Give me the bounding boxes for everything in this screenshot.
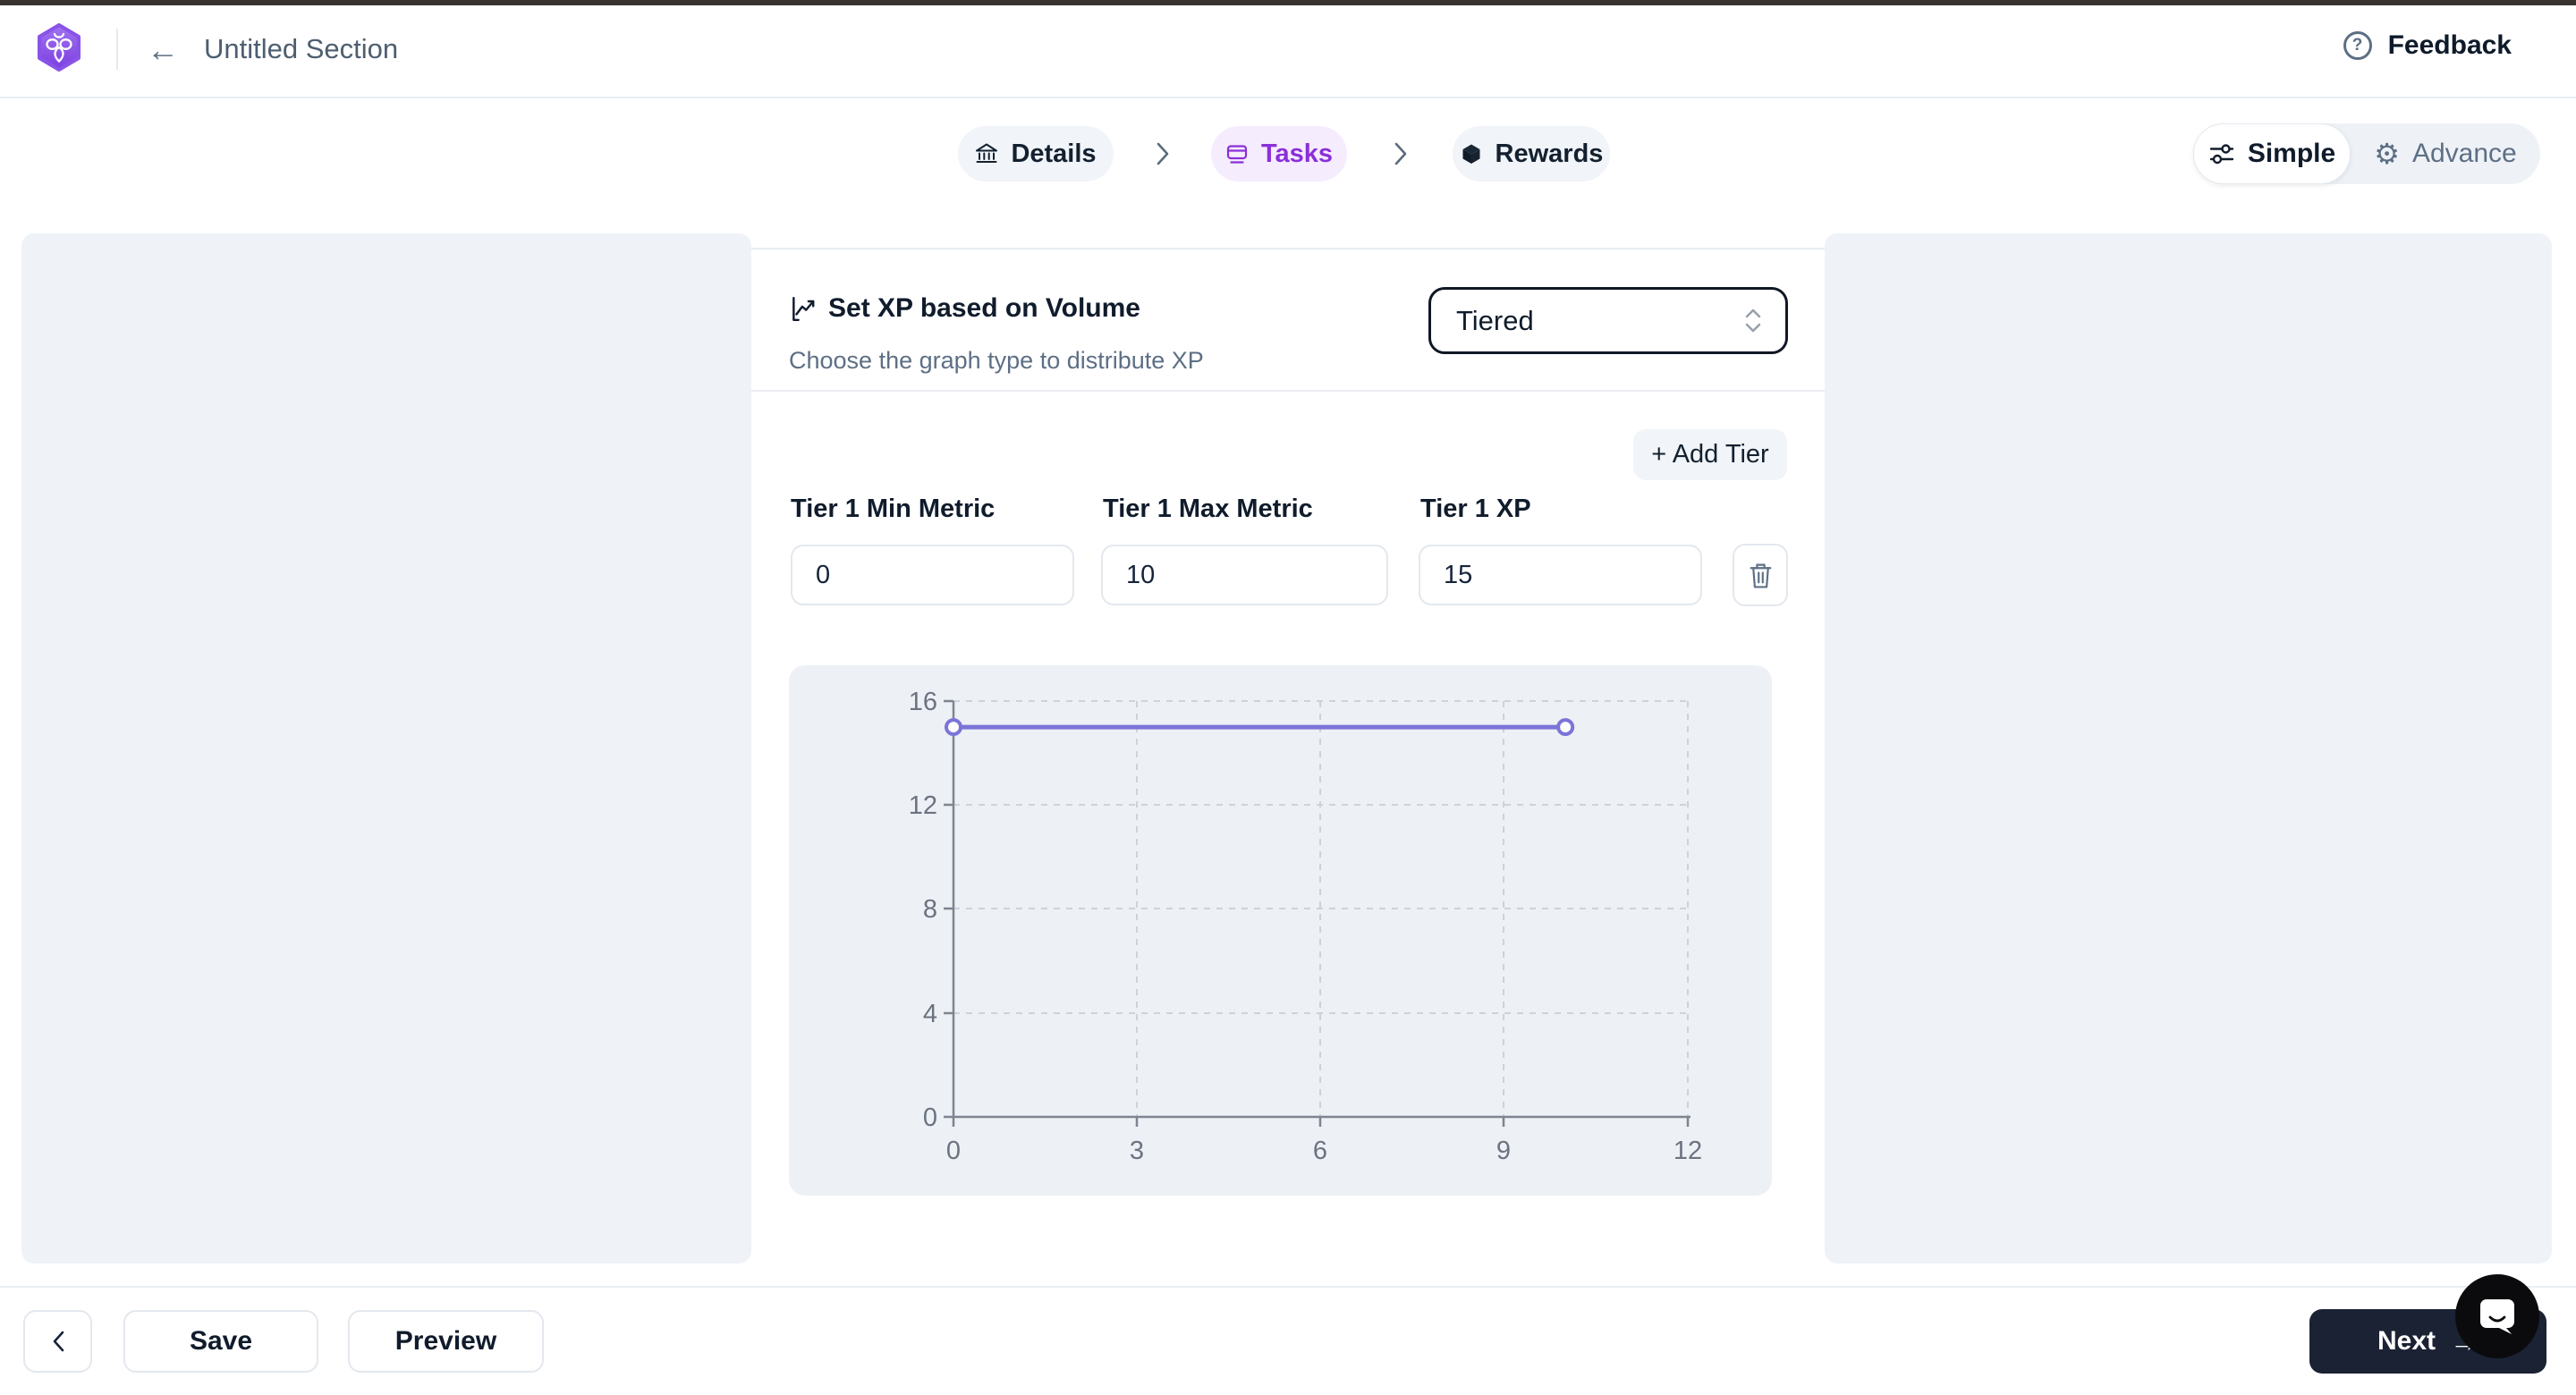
add-tier-button[interactable]: + Add Tier <box>1633 429 1787 480</box>
cube-icon <box>1462 144 1480 164</box>
chevron-right-icon <box>1157 142 1169 165</box>
step-label: Tasks <box>1260 139 1334 168</box>
svg-text:8: 8 <box>923 895 937 924</box>
svg-text:4: 4 <box>923 1000 937 1028</box>
svg-text:16: 16 <box>909 688 937 716</box>
xp-distribution-chart: 16 12 8 4 0 0 3 6 9 12 <box>789 665 1772 1196</box>
gear-icon: ⚙ <box>2374 138 2400 170</box>
step-tasks[interactable]: Tasks <box>1211 126 1347 182</box>
bee-icon <box>46 32 72 63</box>
footer-bar: Save Preview Next → <box>0 1288 2576 1395</box>
chat-bubble-icon <box>2480 1299 2514 1334</box>
mode-label: Advance <box>2411 139 2517 168</box>
chart-axes <box>944 699 1690 1127</box>
mode-option-advance[interactable]: ⚙ Advance <box>2351 123 2540 184</box>
next-label: Next <box>2377 1326 2436 1356</box>
trash-icon <box>1750 563 1771 588</box>
help-icon: ? <box>2343 31 2372 60</box>
section-divider <box>751 390 1825 392</box>
step-details[interactable]: Details <box>958 126 1114 182</box>
chevron-right-icon <box>1394 142 1407 165</box>
left-side-panel <box>21 233 751 1264</box>
line-chart-icon <box>792 297 815 322</box>
page-title: Untitled Section <box>204 33 399 64</box>
svg-text:0: 0 <box>923 1103 937 1132</box>
graph-type-select[interactable]: Tiered <box>1428 287 1788 354</box>
step-rewards[interactable]: Rewards <box>1453 126 1610 182</box>
step-label: Rewards <box>1495 139 1604 168</box>
right-side-panel <box>1825 233 2552 1264</box>
xp-section-title: Set XP based on Volume <box>828 293 1140 323</box>
bank-icon <box>976 143 998 163</box>
footer-back-button[interactable] <box>23 1310 92 1373</box>
xp-section-subtitle: Choose the graph type to distribute XP <box>789 347 1204 374</box>
tasks-icon <box>1226 145 1248 164</box>
xp-section-header: Set XP based on Volume <box>789 293 1140 324</box>
stepper-bar: Details Tasks Rewards <box>0 100 2576 233</box>
section-divider <box>751 248 1825 249</box>
footer-divider <box>0 1286 2576 1288</box>
chevron-left-icon <box>53 1331 64 1352</box>
step-label: Details <box>1011 139 1097 168</box>
svg-text:0: 0 <box>946 1137 961 1165</box>
preview-button[interactable]: Preview <box>348 1310 544 1373</box>
header-divider <box>116 29 118 70</box>
app-logo[interactable] <box>36 23 82 72</box>
header-bar: ← Untitled Section ? Feedback <box>0 5 2576 98</box>
svg-text:12: 12 <box>1674 1137 1702 1165</box>
chat-launcher[interactable] <box>2455 1274 2539 1358</box>
svg-text:6: 6 <box>1313 1137 1327 1165</box>
mode-toggle: Simple ⚙ Advance <box>2193 123 2540 184</box>
svg-text:3: 3 <box>1130 1137 1144 1165</box>
tier-xp-input[interactable] <box>1419 545 1702 605</box>
tier-min-label: Tier 1 Min Metric <box>791 495 996 523</box>
mode-label: Simple <box>2247 139 2336 168</box>
svg-text:9: 9 <box>1496 1137 1511 1165</box>
feedback-button[interactable]: ? Feedback <box>2343 30 2512 61</box>
save-button[interactable]: Save <box>123 1310 318 1373</box>
graph-type-value: Tiered <box>1456 304 1534 336</box>
select-chevrons-icon <box>1744 309 1762 333</box>
chart-y-tick-labels: 16 12 8 4 0 <box>909 688 937 1132</box>
window-top-strip <box>0 0 2576 5</box>
mode-option-simple[interactable]: Simple <box>2193 123 2351 184</box>
back-arrow-icon[interactable]: ← <box>147 31 179 68</box>
svg-text:12: 12 <box>909 791 937 820</box>
feedback-label: Feedback <box>2387 30 2512 60</box>
tier-max-label: Tier 1 Max Metric <box>1103 495 1313 523</box>
sliders-icon <box>2209 144 2234 165</box>
tier-max-input[interactable] <box>1101 545 1388 605</box>
tier-xp-label: Tier 1 XP <box>1420 495 1531 523</box>
chart-point-start[interactable] <box>945 718 962 737</box>
chart-x-tick-labels: 0 3 6 9 12 <box>946 1137 1702 1165</box>
delete-tier-button[interactable] <box>1733 544 1788 606</box>
chart-point-end[interactable] <box>1556 718 1575 737</box>
tier-min-input[interactable] <box>791 545 1074 605</box>
